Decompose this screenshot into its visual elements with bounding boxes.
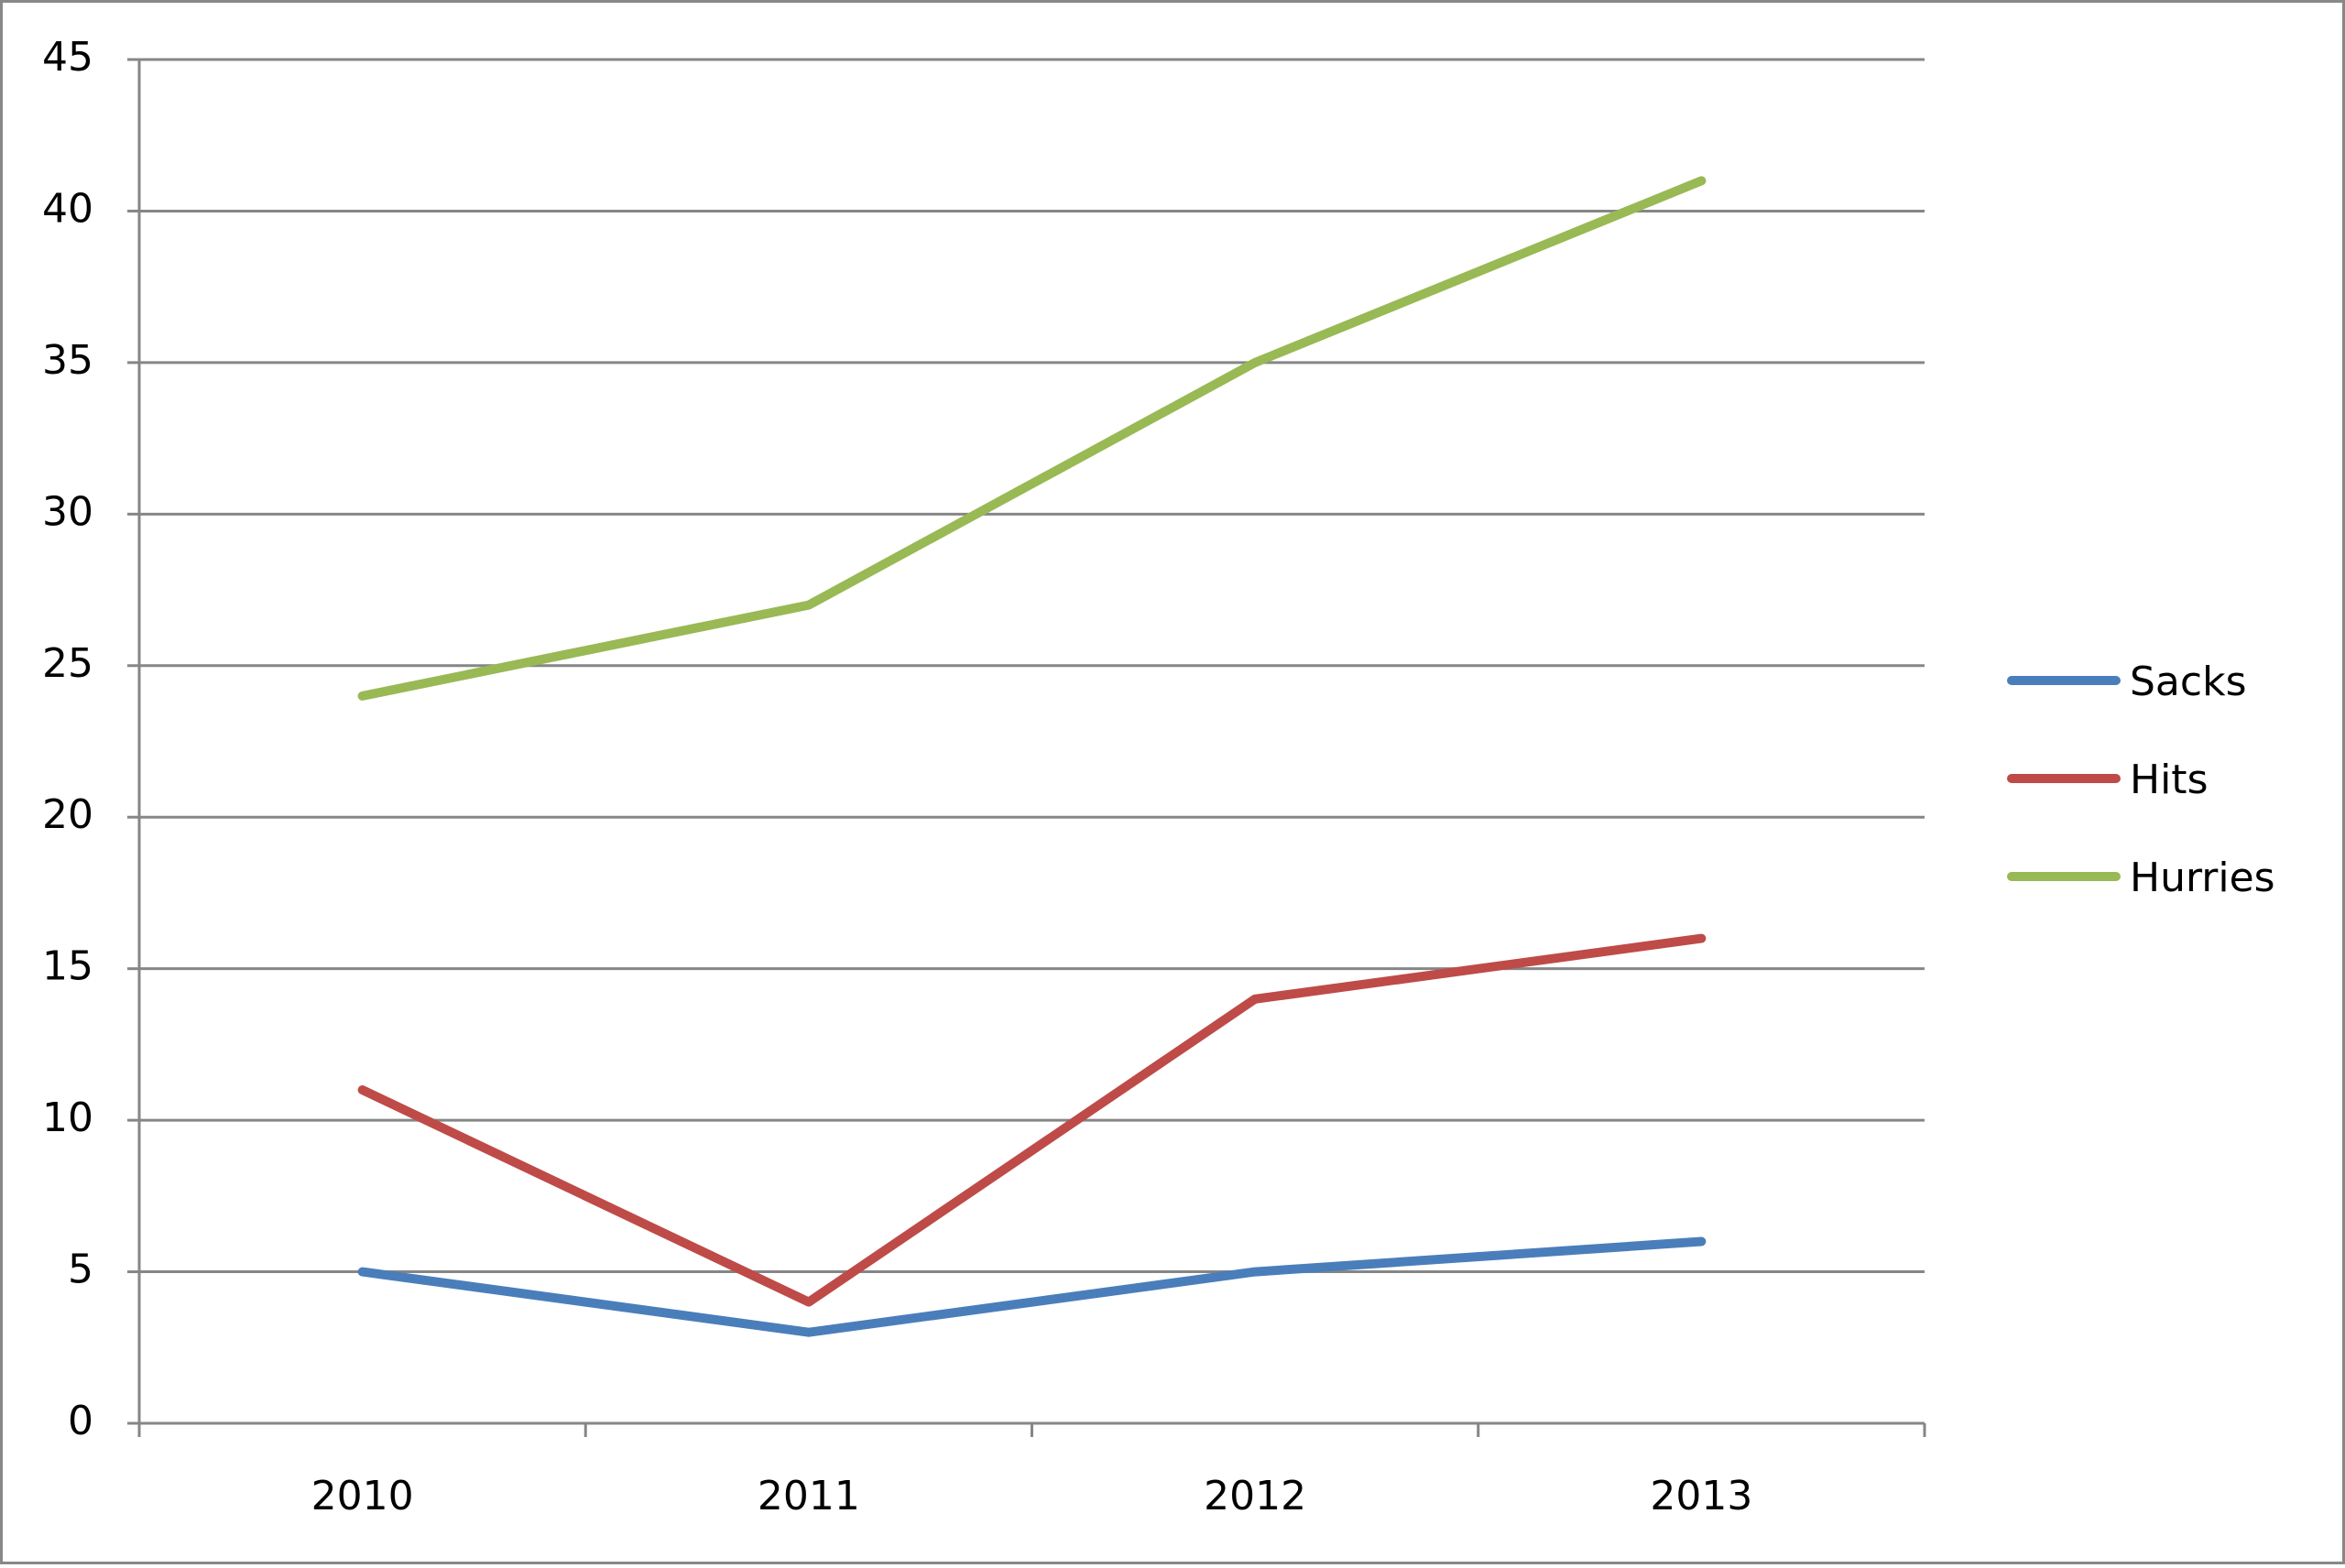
y-tick-label: 25 <box>42 640 93 687</box>
y-tick-label: 10 <box>42 1094 93 1141</box>
y-tick-label: 5 <box>68 1247 93 1293</box>
y-tick-label: 30 <box>42 488 93 535</box>
series-line <box>357 1236 1707 1337</box>
legend-label: Hurries <box>2130 855 2275 901</box>
y-tick-label: 15 <box>42 943 93 990</box>
series-line <box>357 176 1707 701</box>
legend-label: Hits <box>2130 757 2209 803</box>
x-tick-label: 2010 <box>311 1473 414 1519</box>
y-tick-label: 0 <box>68 1398 93 1444</box>
series-line <box>357 933 1707 1307</box>
legend-label: Sacks <box>2130 659 2247 705</box>
y-tick-label: 35 <box>42 337 93 384</box>
x-tick-label: 2013 <box>1650 1473 1752 1519</box>
y-tick-label: 20 <box>42 791 93 838</box>
x-tick-label: 2012 <box>1204 1473 1306 1519</box>
x-tick-label: 2011 <box>758 1473 860 1519</box>
y-tick-label: 40 <box>42 185 93 232</box>
y-tick-label: 45 <box>42 34 93 81</box>
